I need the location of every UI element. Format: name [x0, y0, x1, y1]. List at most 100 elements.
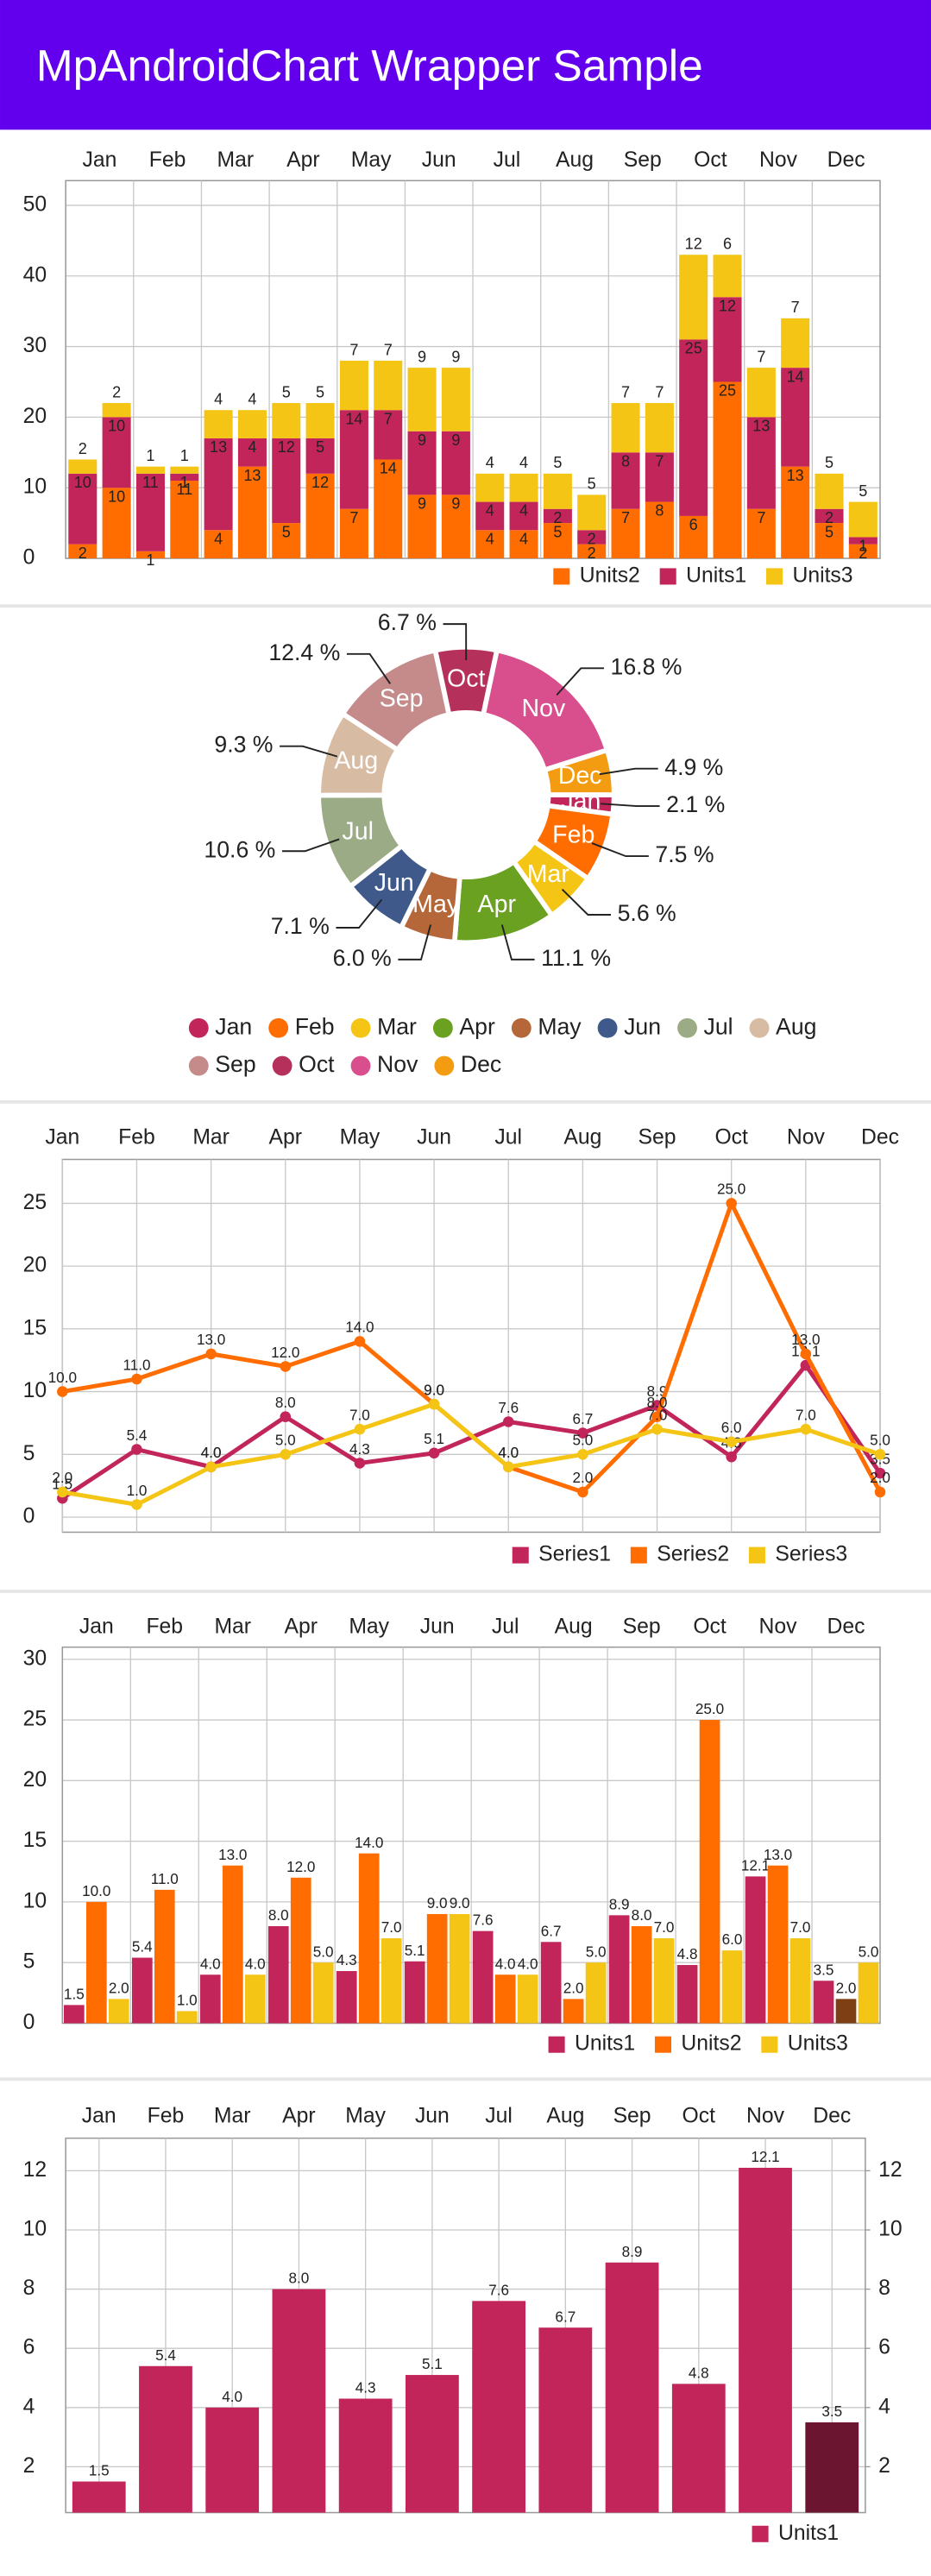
value-label: 4: [248, 391, 256, 408]
point: [726, 1198, 737, 1209]
y-tick-label: 40: [23, 263, 47, 287]
y-tick-label: 2: [23, 2454, 35, 2478]
y-tick-label: 5: [23, 1442, 35, 1465]
legend-swatch: [350, 1055, 371, 1076]
bar-segment: [170, 466, 199, 474]
point: [874, 1486, 886, 1498]
bar: [563, 1999, 584, 2024]
x-tick-label: Sep: [623, 1615, 661, 1638]
value-label: 4: [214, 391, 223, 408]
x-tick-label: Mar: [214, 1615, 251, 1638]
value-label: 13.0: [791, 1332, 820, 1348]
value-label: 5.0: [313, 1943, 334, 1960]
bar-segment: [102, 403, 131, 418]
bar-segment: [746, 417, 776, 509]
bar: [85, 1901, 107, 2024]
bar-segment: [204, 438, 233, 531]
bar: [312, 1962, 334, 2024]
value-label: 12.4 %: [268, 639, 340, 665]
value-label: 7.1 %: [271, 913, 330, 939]
value-label: 10: [108, 488, 125, 505]
point: [131, 1499, 142, 1510]
value-label: 9.3 %: [214, 732, 273, 758]
value-label: 5: [316, 438, 324, 456]
x-tick-label: Mar: [217, 148, 254, 172]
value-label: 12: [278, 438, 295, 456]
legend-swatch: [654, 2036, 671, 2053]
x-tick-label: Feb: [118, 1125, 155, 1149]
value-label: 5: [553, 454, 562, 471]
bar: [676, 1964, 698, 2024]
value-label: 2: [859, 545, 867, 562]
point: [131, 1373, 142, 1385]
value-label: 4.9 %: [664, 754, 723, 780]
value-label: 14: [787, 368, 804, 385]
slice: [541, 746, 617, 797]
x-tick-label: Dec: [861, 1125, 899, 1149]
bar: [72, 2481, 126, 2513]
value-label: 12.0: [271, 1345, 299, 1361]
slice-label: Aug: [334, 747, 378, 775]
x-tick-label: Nov: [759, 1615, 798, 1638]
value-label: 2.0: [109, 1980, 129, 1996]
value-label: 13: [787, 467, 804, 484]
legend-label: May: [538, 1013, 582, 1039]
legend-label: Units1: [686, 564, 746, 587]
value-label: 2: [825, 509, 833, 526]
value-label: 16.8 %: [611, 653, 683, 679]
bar-segment: [135, 473, 165, 551]
value-label: 13.0: [218, 1847, 247, 1863]
value-label: 4: [519, 454, 528, 471]
value-label: 4.3: [337, 1952, 357, 1968]
bar: [653, 1938, 675, 2024]
value-label: 10.0: [82, 1883, 110, 1899]
x-tick-label: Jan: [79, 1615, 114, 1638]
value-label: 11: [176, 481, 192, 498]
bar: [835, 1999, 857, 2024]
value-label: 4: [486, 502, 494, 520]
point: [205, 1461, 217, 1473]
value-label: 4.0: [498, 1445, 519, 1461]
x-tick-label: Jul: [485, 2104, 513, 2127]
value-label: 8.0: [268, 1907, 289, 1924]
value-label: 7.0: [796, 1407, 816, 1423]
leader-line: [443, 623, 468, 660]
bar-segment: [305, 438, 335, 474]
value-label: 7: [349, 341, 358, 358]
legend-label: Units1: [778, 2522, 839, 2545]
bar-segment: [237, 410, 267, 438]
value-label: 2: [79, 545, 87, 562]
value-label: 7.0: [647, 1407, 668, 1423]
value-label: 4.0: [222, 2389, 242, 2405]
legend-label: Series2: [657, 1543, 729, 1566]
legend-label: Units3: [792, 564, 852, 587]
value-label: 2: [553, 509, 562, 526]
bar: [267, 1926, 289, 2024]
value-label: 6.7: [572, 1411, 593, 1427]
leader-line: [591, 842, 649, 858]
value-label: 5: [282, 383, 291, 400]
value-label: 5.0: [870, 1433, 890, 1449]
x-tick-label: Jun: [420, 1615, 455, 1638]
bar: [176, 2011, 198, 2024]
point: [577, 1449, 588, 1460]
value-label: 1: [180, 474, 189, 491]
value-label: 4.0: [498, 1445, 519, 1461]
bar-segment: [848, 501, 878, 538]
bar-segment: [713, 381, 742, 559]
value-label: 5: [553, 523, 562, 540]
value-label: 9: [451, 495, 460, 513]
bar-segment: [374, 360, 403, 411]
bar: [290, 1877, 311, 2024]
value-label: 4: [519, 530, 528, 547]
point: [651, 1423, 663, 1435]
point: [502, 1416, 514, 1427]
value-label: 2.0: [870, 1470, 890, 1486]
value-label: 9: [451, 348, 460, 365]
value-label: 5: [859, 482, 867, 500]
x-tick-label: Jul: [494, 1125, 522, 1149]
leader-line: [561, 888, 612, 916]
x-tick-label: Jan: [45, 1125, 79, 1149]
bar-segment: [374, 459, 403, 559]
